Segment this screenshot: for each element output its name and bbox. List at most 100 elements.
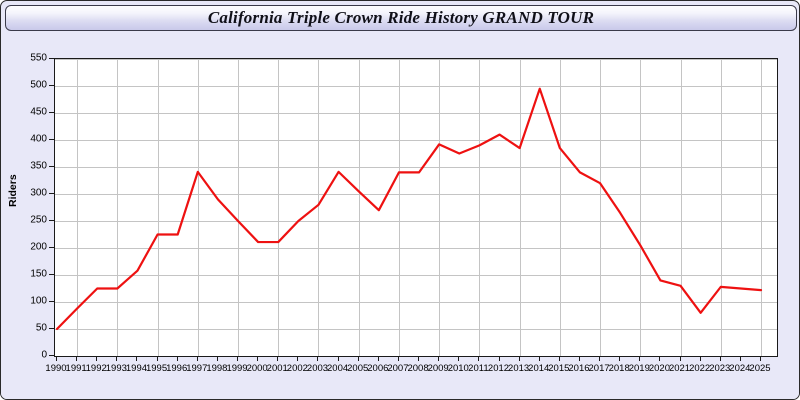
x-tick-label: 1991 [65,363,87,374]
riders-polyline [55,87,763,331]
page-title: California Triple Crown Ride History GRA… [207,8,595,27]
y-tick-label: 200 [30,241,47,253]
x-tick-mark [397,356,399,361]
y-tick-label: 300 [30,187,47,199]
x-tick-mark [196,356,198,361]
x-tick-label: 2002 [286,363,308,374]
x-tick-label: 2022 [689,363,711,374]
y-tick-mark [49,328,54,329]
y-tick-label: 250 [30,214,47,226]
gridline-horizontal [55,302,777,303]
x-tick-label: 2014 [528,363,550,374]
y-tick-mark [49,355,54,356]
x-tick-mark [538,356,540,361]
gridline-vertical [680,59,682,356]
x-tick-label: 2019 [628,363,650,374]
x-tick-label: 2010 [447,363,469,374]
x-tick-label: 2017 [588,363,610,374]
x-tick-mark [257,356,259,361]
gridline-horizontal [55,167,777,168]
gridline-horizontal [55,329,777,330]
gridline-vertical [117,59,119,356]
x-tick-mark [639,356,641,361]
y-tick-mark [49,112,54,113]
gridline-vertical [761,59,762,356]
x-tick-mark [377,356,379,361]
x-tick-mark [337,356,339,361]
y-tick-mark [49,301,54,302]
x-tick-label: 1992 [85,363,107,374]
gridline-horizontal [55,140,777,141]
gridline-horizontal [55,275,777,276]
x-tick-label: 2008 [407,363,429,374]
gridline-vertical [479,59,481,356]
gridline-vertical [559,59,561,356]
gridline-vertical [398,59,400,356]
x-tick-label: 2020 [648,363,670,374]
gridline-vertical [197,59,199,356]
title-bar: California Triple Crown Ride History GRA… [5,5,797,31]
y-tick-label: 0 [41,349,47,361]
gridline-vertical [278,59,280,356]
x-tick-label: 2001 [266,363,288,374]
x-tick-label: 1990 [45,363,67,374]
gridline-vertical [600,59,602,356]
x-tick-mark [418,356,420,361]
x-tick-label: 2005 [347,363,369,374]
gridline-horizontal [55,248,777,249]
gridline-vertical [519,59,521,356]
x-tick-mark [699,356,701,361]
y-tick-label: 400 [30,133,47,145]
x-tick-mark [136,356,138,361]
y-tick-mark [49,166,54,167]
x-tick-label: 2018 [608,363,630,374]
x-tick-mark [599,356,601,361]
x-tick-mark [578,356,580,361]
gridline-vertical [318,59,320,356]
x-tick-mark [317,356,319,361]
riders-line-series [55,87,763,331]
x-tick-mark [458,356,460,361]
x-tick-label: 2013 [508,363,530,374]
x-tick-label: 1994 [125,363,148,374]
x-tick-label: 1996 [166,363,188,374]
y-tick-label: 100 [30,295,47,307]
x-tick-mark [619,356,621,361]
x-tick-mark [558,356,560,361]
y-tick-mark [49,58,54,59]
x-tick-label: 1995 [145,363,168,374]
x-tick-mark [156,356,158,361]
x-tick-label: 2009 [427,363,449,374]
x-tick-label: 2025 [749,363,771,374]
x-tick-mark [116,356,118,361]
x-tick-mark [216,356,218,361]
x-tick-label: 2024 [729,363,751,374]
gridline-vertical [238,59,240,356]
x-tick-mark [760,356,761,361]
x-tick-mark [498,356,500,361]
x-tick-label: 2015 [548,363,570,374]
x-tick-label: 2021 [668,363,691,374]
x-tick-label: 1997 [186,363,208,374]
x-tick-mark [96,356,98,361]
x-tick-mark [56,356,57,361]
x-tick-mark [438,356,440,361]
x-tick-mark [739,356,741,361]
y-tick-label: 450 [30,106,47,118]
x-tick-mark [659,356,661,361]
y-tick-mark [49,193,54,194]
y-tick-label: 550 [30,52,47,64]
x-tick-label: 2000 [246,363,268,374]
y-tick-mark [49,247,54,248]
y-tick-label: 500 [30,79,47,91]
x-tick-label: 1993 [105,363,127,374]
gridline-horizontal [55,59,777,60]
x-tick-mark [76,356,78,361]
x-tick-mark [297,356,299,361]
x-tick-mark [719,356,721,361]
x-tick-label: 2011 [468,363,489,374]
y-tick-mark [49,85,54,86]
y-tick-mark [49,274,54,275]
y-tick-label: 50 [35,322,47,334]
